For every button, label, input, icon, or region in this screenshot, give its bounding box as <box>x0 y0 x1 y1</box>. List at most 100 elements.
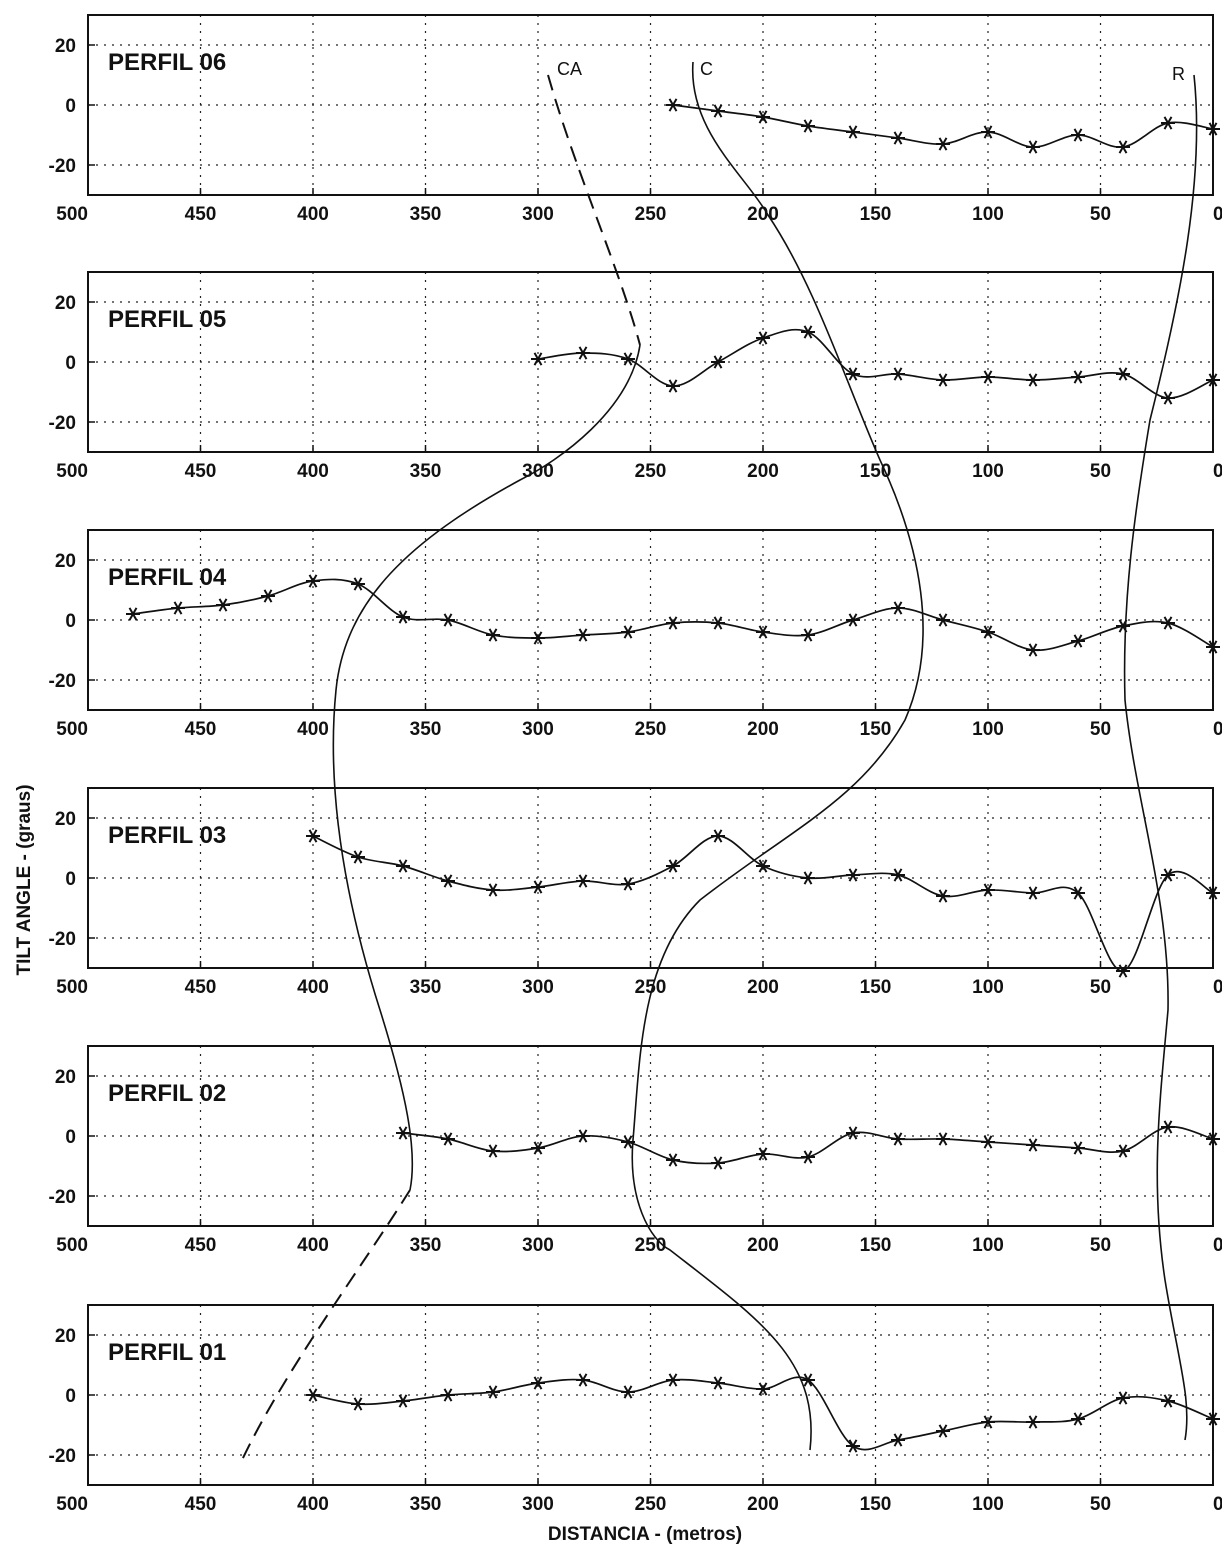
x-tick-label: 400 <box>297 1494 329 1515</box>
x-axis-label: DISTANCIA - (metros) <box>548 1524 742 1545</box>
y-tick-label: 20 <box>55 36 76 57</box>
data-point <box>1161 391 1175 405</box>
x-tick-label: 50 <box>1090 461 1111 482</box>
data-point <box>1206 886 1220 900</box>
x-tick-label: 500 <box>56 1494 88 1515</box>
x-tick-label: 250 <box>635 1235 667 1256</box>
y-tick-label: 20 <box>55 809 76 830</box>
ca-line-dashed <box>547 74 641 346</box>
x-tick-label: 200 <box>747 461 779 482</box>
data-point <box>1116 140 1130 154</box>
x-tick-label: 250 <box>635 977 667 998</box>
data-point <box>756 1147 770 1161</box>
data-point <box>621 352 635 366</box>
ca-line <box>332 344 641 1191</box>
data-point <box>1026 1138 1040 1152</box>
data-point <box>1071 1141 1085 1155</box>
data-point <box>666 379 680 393</box>
data-point <box>1206 1412 1220 1426</box>
x-tick-label: 350 <box>410 1494 442 1515</box>
x-tick-label: 200 <box>747 1235 779 1256</box>
data-point <box>396 1126 410 1140</box>
data-point <box>891 1433 905 1447</box>
x-tick-label: 300 <box>522 1494 554 1515</box>
data-point <box>621 1385 635 1399</box>
data-point <box>756 110 770 124</box>
x-tick-label: 150 <box>860 719 892 740</box>
data-point <box>441 1388 455 1402</box>
data-point <box>531 1141 545 1155</box>
x-tick-label: 200 <box>747 719 779 740</box>
x-tick-label: 400 <box>297 461 329 482</box>
panel-title: PERFIL 05 <box>108 306 226 333</box>
data-point <box>981 125 995 139</box>
x-tick-label: 150 <box>860 204 892 225</box>
data-point <box>1071 128 1085 142</box>
y-tick-label: 20 <box>55 293 76 314</box>
x-tick-label: 50 <box>1090 977 1111 998</box>
data-point <box>891 367 905 381</box>
data-point <box>936 1132 950 1146</box>
x-tick-label: 350 <box>410 977 442 998</box>
data-point <box>711 829 725 843</box>
x-tick-label: 450 <box>185 461 217 482</box>
data-point <box>351 1397 365 1411</box>
panel-title: PERFIL 03 <box>108 822 226 849</box>
data-point <box>1161 1120 1175 1134</box>
data-point <box>756 331 770 345</box>
x-tick-label: 250 <box>635 1494 667 1515</box>
x-tick-label: 500 <box>56 1235 88 1256</box>
x-tick-label: 100 <box>972 461 1004 482</box>
x-tick-label: 250 <box>635 461 667 482</box>
x-tick-label: 50 <box>1090 1235 1111 1256</box>
data-point <box>441 874 455 888</box>
x-tick-label: 400 <box>297 1235 329 1256</box>
series-line <box>672 104 1214 148</box>
data-point <box>351 577 365 591</box>
x-tick-label: 400 <box>297 977 329 998</box>
x-tick-label: 100 <box>972 977 1004 998</box>
data-point <box>531 880 545 894</box>
x-tick-label: 500 <box>56 461 88 482</box>
x-tick-label: 450 <box>185 1494 217 1515</box>
y-tick-label: -20 <box>49 671 76 692</box>
data-point <box>936 613 950 627</box>
data-point <box>486 1385 500 1399</box>
y-tick-label: -20 <box>49 156 76 177</box>
data-point <box>1116 964 1130 978</box>
data-point <box>981 370 995 384</box>
data-point <box>1071 1412 1085 1426</box>
data-point <box>981 883 995 897</box>
x-tick-label: 0 <box>1213 719 1222 740</box>
data-point <box>486 1144 500 1158</box>
data-point <box>351 850 365 864</box>
data-point <box>1026 140 1040 154</box>
label-c: C <box>700 59 713 79</box>
x-tick-label: 50 <box>1090 719 1111 740</box>
y-tick-label: 0 <box>65 611 76 632</box>
y-tick-label: -20 <box>49 1446 76 1467</box>
data-point <box>846 1126 860 1140</box>
x-tick-label: 150 <box>860 1235 892 1256</box>
x-tick-label: 450 <box>185 1235 217 1256</box>
data-point <box>801 119 815 133</box>
y-tick-label: 0 <box>65 96 76 117</box>
data-point <box>666 1153 680 1167</box>
data-point <box>711 1376 725 1390</box>
x-tick-label: 100 <box>972 1235 1004 1256</box>
data-point <box>711 104 725 118</box>
data-point <box>621 625 635 639</box>
data-point <box>711 355 725 369</box>
y-tick-label: -20 <box>49 929 76 950</box>
data-point <box>1116 367 1130 381</box>
data-point <box>126 607 140 621</box>
series-line <box>537 328 1214 399</box>
series-line <box>132 578 1214 652</box>
data-point <box>441 1132 455 1146</box>
data-point <box>756 1382 770 1396</box>
data-point <box>441 613 455 627</box>
